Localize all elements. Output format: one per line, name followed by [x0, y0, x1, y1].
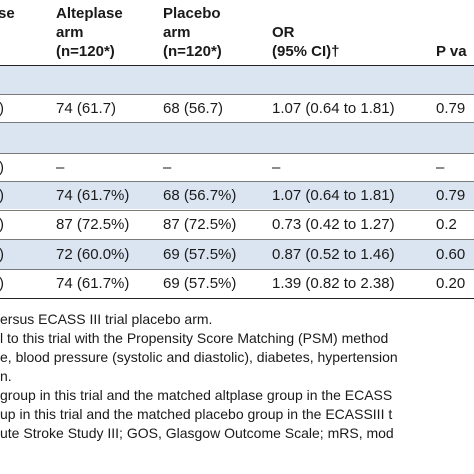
row-label: ): [0, 99, 4, 118]
header-alteplase-line2: arm: [56, 24, 84, 41]
header-or-line2: (95% CI)†: [272, 43, 340, 60]
row-rule: [0, 122, 474, 123]
placebo-cell: 69 (57.5%): [163, 275, 237, 292]
alteplase-cell: 87 (72.5%): [56, 216, 130, 233]
table-bottom-rule: [0, 298, 474, 299]
row-band: [0, 240, 474, 269]
or-cell: 1.07 (0.64 to 1.81): [272, 100, 395, 117]
pvalue-cell: 0.79: [436, 100, 466, 117]
pvalue-cell: 0.60: [436, 246, 466, 263]
placebo-cell: 68 (56.7%): [163, 187, 237, 204]
row-label: ): [0, 245, 4, 264]
row-rule: [0, 210, 474, 211]
pvalue-cell: –: [436, 159, 445, 176]
footnote-line: up in this trial and the matched placebo…: [0, 406, 393, 422]
footnote-line: ersus ECASS III trial placebo arm.: [0, 311, 213, 327]
row-band: [0, 182, 474, 209]
alteplase-cell: 74 (61.7%): [56, 187, 130, 204]
footnote-line: l to this trial with the Propensity Scor…: [0, 330, 389, 346]
footnote-line: group in this trial and the matched altp…: [0, 387, 393, 403]
pvalue-cell: 0.2: [436, 216, 457, 233]
alteplase-cell: –: [56, 159, 65, 176]
footnote-line: e, blood pressure (systolic and diastoli…: [0, 349, 398, 365]
header-or-line1: OR: [272, 24, 295, 41]
row-label: ): [0, 274, 4, 293]
row-label: ): [0, 215, 4, 234]
alteplase-cell: 74 (61.7%): [56, 275, 130, 292]
row-rule: [0, 239, 474, 240]
header-alteplase-line1: Alteplase: [56, 5, 123, 22]
or-cell: 1.07 (0.64 to 1.81): [272, 187, 395, 204]
or-cell: 1.39 (0.82 to 2.38): [272, 275, 395, 292]
pvalue-cell: 0.79: [436, 187, 466, 204]
header-placebo-line2: arm: [163, 24, 191, 41]
header-rule: [0, 65, 474, 66]
placebo-cell: 87 (72.5%): [163, 216, 237, 233]
header-alteplase-line3: (n=120*): [56, 43, 115, 60]
header-placebo-line1: Placebo: [163, 5, 221, 22]
row-rule: [0, 153, 474, 154]
alteplase-cell: 74 (61.7): [56, 100, 117, 117]
row-label: ): [0, 186, 4, 205]
placebo-cell: –: [163, 159, 172, 176]
placebo-cell: 68 (56.7): [163, 100, 224, 117]
or-cell: –: [272, 159, 281, 176]
pvalue-cell: 0.20: [436, 275, 466, 292]
footnote-line: n.: [0, 368, 12, 384]
row-rule: [0, 181, 474, 182]
section-band: [0, 123, 474, 153]
alteplase-cell: 72 (60.0%): [56, 246, 130, 263]
or-cell: 0.87 (0.52 to 1.46): [272, 246, 395, 263]
row-rule: [0, 94, 474, 95]
header-pvalue: P va: [436, 43, 467, 60]
section-band: [0, 66, 474, 94]
placebo-cell: 69 (57.5%): [163, 246, 237, 263]
or-cell: 0.73 (0.42 to 1.27): [272, 216, 395, 233]
row-rule: [0, 269, 474, 270]
header-placebo-line3: (n=120*): [163, 43, 222, 60]
footnote-line: ute Stroke Study III; GOS, Glasgow Outco…: [0, 425, 394, 441]
header-col0: se: [0, 5, 15, 22]
row-label: ): [0, 158, 4, 177]
